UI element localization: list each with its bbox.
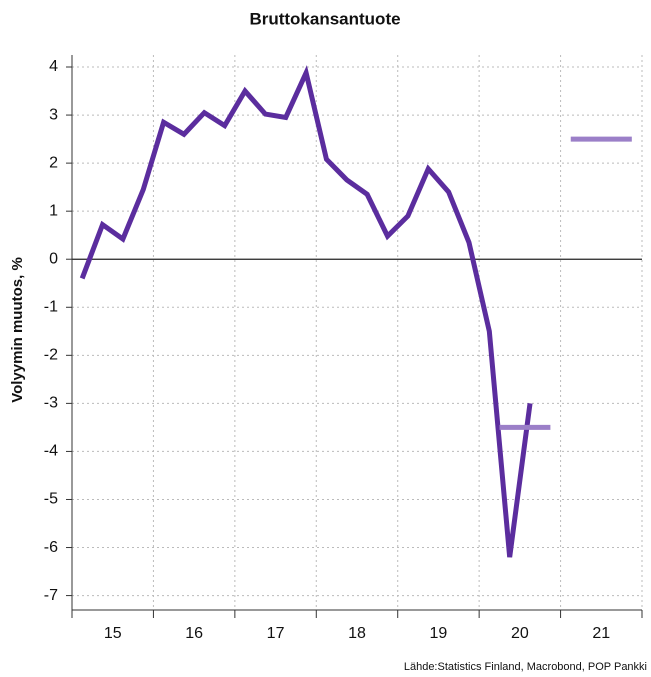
source-note: Lähde:Statistics Finland, Macrobond, POP… <box>404 661 647 673</box>
y-tick-label: -6 <box>44 539 58 556</box>
y-tick-label: 4 <box>49 58 58 75</box>
y-tick-label: 0 <box>49 250 58 267</box>
y-axis-label: Volyymin muutos, % <box>9 257 26 403</box>
x-tick-label: 20 <box>511 625 529 642</box>
x-tick-label: 21 <box>592 625 610 642</box>
y-tick-label: -2 <box>44 347 58 364</box>
x-tick-label: 17 <box>267 625 285 642</box>
chart-title: Bruttokansantuote <box>249 9 400 28</box>
x-tick-label: 15 <box>104 625 122 642</box>
y-tick-label: -5 <box>44 491 58 508</box>
data-line <box>499 136 632 430</box>
y-tick-label: -7 <box>44 587 58 604</box>
y-tick-label: -1 <box>44 298 58 315</box>
y-tick-label: 2 <box>49 154 58 171</box>
y-tick-label: 3 <box>49 106 58 123</box>
y-tick-label: 1 <box>49 202 58 219</box>
x-tick-label: 18 <box>348 625 366 642</box>
y-tick-label: -4 <box>44 443 58 460</box>
x-tick-label: 19 <box>430 625 448 642</box>
x-tick-label: 16 <box>185 625 203 642</box>
data-line <box>79 65 533 558</box>
y-tick-label: -3 <box>44 395 58 412</box>
